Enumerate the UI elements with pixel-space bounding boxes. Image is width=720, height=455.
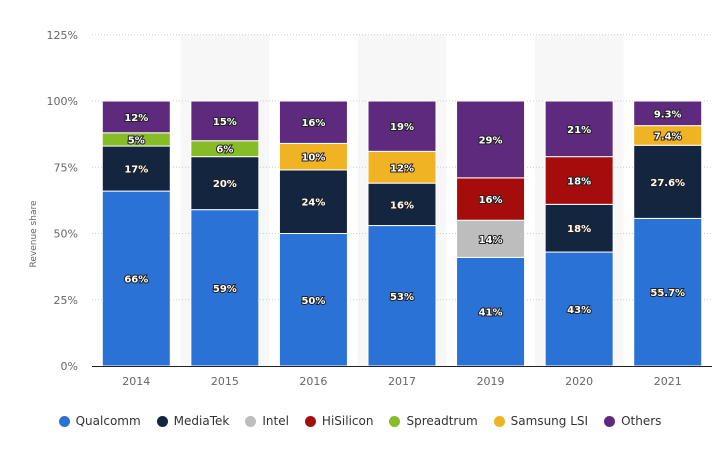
data-label: 17%: [124, 165, 148, 176]
data-label: 20%: [213, 179, 237, 190]
bar-segment-others: [633, 100, 703, 127]
data-label: 19%: [390, 122, 414, 133]
legend-item[interactable]: MediaTek: [156, 414, 230, 428]
legend-item[interactable]: Intel: [245, 414, 289, 428]
legend-item[interactable]: Samsung LSI: [493, 414, 589, 428]
y-tick-label: 100%: [47, 95, 78, 108]
bar-segment-mediatek: [278, 169, 348, 234]
bar-segment-qualcomm: [633, 217, 703, 367]
bar-segment-others: [367, 100, 437, 152]
bar-segment-others: [278, 100, 348, 144]
y-tick-label: 125%: [47, 29, 78, 42]
y-tick-label: 50%: [54, 228, 78, 241]
x-tick-label: 2016: [299, 375, 327, 388]
y-axis-label: Revenue share: [29, 200, 39, 267]
legend-marker-icon: [604, 415, 616, 427]
y-tick-label: 25%: [54, 294, 78, 307]
data-label: 27.6%: [650, 178, 685, 189]
data-label: 9.3%: [654, 109, 682, 120]
data-label: 66%: [124, 275, 148, 286]
bar-segment-mediatek: [101, 145, 171, 192]
bar-segment-mediatek: [367, 182, 437, 227]
data-label: 29%: [479, 135, 503, 146]
data-label: 6%: [216, 145, 233, 156]
bar-segment-others: [101, 100, 171, 134]
bar-segment-qualcomm: [190, 209, 260, 367]
bar-segment-qualcomm: [278, 233, 348, 367]
legend: Qualcomm MediaTek Intel HiSilicon Spreadtrum…: [0, 414, 720, 428]
y-tick-label: 75%: [54, 161, 78, 174]
data-label: 7.4%: [654, 131, 682, 142]
stacked-bar-chart: 66% 17% 5% 12% 59% 20% 6% 15% 50% 24% 10% 16% 53% 16%…: [29, 29, 712, 388]
legend-item[interactable]: Spreadtrum: [389, 414, 478, 428]
data-label: 16%: [390, 200, 414, 211]
bar-segment-others: [190, 100, 260, 142]
legend-label: Others: [621, 414, 662, 428]
data-label: 18%: [567, 177, 591, 188]
bar-segment-samsung-lsi: [367, 150, 437, 184]
bar-segment-qualcomm: [544, 251, 614, 367]
data-label: 16%: [479, 195, 503, 206]
legend-marker-icon: [304, 415, 316, 427]
legend-item[interactable]: HiSilicon: [304, 414, 374, 428]
bar-segment-intel: [456, 219, 526, 258]
bar-segment-others: [456, 100, 526, 179]
bar-segment-samsung-lsi: [278, 142, 348, 171]
legend-marker-icon: [156, 415, 168, 427]
legend-label: Intel: [262, 414, 289, 428]
legend-label: HiSilicon: [321, 414, 374, 428]
data-label: 59%: [213, 284, 237, 295]
bar-segment-qualcomm: [101, 190, 171, 367]
x-tick-label: 2014: [122, 375, 150, 388]
bar-segment-mediatek: [633, 144, 703, 219]
x-tick-label: 2015: [211, 375, 239, 388]
legend-marker-icon: [493, 415, 505, 427]
data-label: 50%: [301, 296, 325, 307]
data-label: 55.7%: [650, 288, 685, 299]
data-label: 41%: [479, 308, 503, 319]
bar-segment-qualcomm: [456, 256, 526, 367]
legend-marker-icon: [245, 415, 257, 427]
data-label: 12%: [390, 163, 414, 174]
bar-segment-hisilicon: [456, 177, 526, 221]
legend-label: MediaTek: [173, 414, 230, 428]
y-tick-label: 0%: [61, 360, 78, 373]
data-label: 15%: [213, 117, 237, 128]
legend-item[interactable]: Qualcomm: [58, 414, 141, 428]
data-label: 10%: [301, 153, 325, 164]
x-tick-label: 2019: [477, 375, 505, 388]
data-label: 24%: [301, 198, 325, 209]
data-label: 16%: [301, 118, 325, 129]
bar-segment-others: [544, 100, 614, 158]
legend-label: Spreadtrum: [406, 414, 478, 428]
bar-segment-qualcomm: [367, 225, 437, 367]
data-label: 21%: [567, 125, 591, 136]
data-label: 12%: [124, 113, 148, 124]
legend-label: Samsung LSI: [510, 414, 589, 428]
data-label: 43%: [567, 305, 591, 316]
data-label: 53%: [390, 292, 414, 303]
legend-label: Qualcomm: [75, 414, 141, 428]
x-tick-label: 2017: [388, 375, 416, 388]
x-tick-label: 2021: [654, 375, 682, 388]
legend-marker-icon: [58, 415, 70, 427]
data-label: 14%: [479, 235, 503, 246]
legend-marker-icon: [389, 415, 401, 427]
x-tick-label: 2020: [565, 375, 593, 388]
data-label: 18%: [567, 224, 591, 235]
data-label: 5%: [128, 135, 145, 146]
legend-item[interactable]: Others: [604, 414, 661, 428]
